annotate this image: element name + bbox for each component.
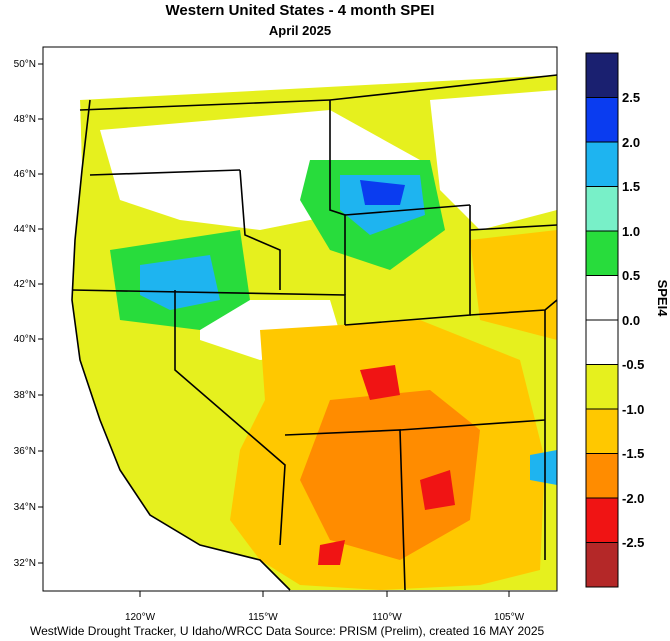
map-title: Western United States - 4 month SPEI xyxy=(165,2,435,19)
lat-label: 40°N xyxy=(14,334,36,345)
colorbar-label: -1.0 xyxy=(622,402,644,417)
pacific-ocean xyxy=(43,47,290,591)
lon-label: 120°W xyxy=(125,612,156,623)
lat-label: 44°N xyxy=(14,224,36,235)
colorbar-swatch xyxy=(586,53,618,98)
drought-extreme-1 xyxy=(360,365,400,400)
colorbar-label: 0.0 xyxy=(622,313,640,328)
colorbar-swatch xyxy=(586,186,618,231)
lon-axis: 120°W 115°W 110°W 105°W xyxy=(125,591,525,623)
colorbar-label: -2.0 xyxy=(622,491,644,506)
colorbar-label: 2.0 xyxy=(622,135,640,150)
lat-label: 38°N xyxy=(14,390,36,401)
colorbar-label: -1.5 xyxy=(622,446,644,461)
lon-label: 115°W xyxy=(248,612,278,623)
land-areas xyxy=(43,47,557,591)
colorbar-swatch xyxy=(586,97,618,142)
colorbar-swatch xyxy=(586,542,618,587)
lat-label: 34°N xyxy=(14,502,36,513)
colorbar-label: 1.5 xyxy=(622,179,640,194)
colorbar-swatch xyxy=(586,275,618,320)
data-credit: WestWide Drought Tracker, U Idaho/WRCC D… xyxy=(30,624,545,638)
colorbar-swatch xyxy=(586,498,618,543)
colorbar-swatch xyxy=(586,364,618,409)
colorbar-label: -2.5 xyxy=(622,535,644,550)
drought-extreme-3 xyxy=(318,540,345,565)
colorbar-swatch xyxy=(586,142,618,187)
lat-label: 36°N xyxy=(14,446,36,457)
colorbar-swatch xyxy=(586,453,618,498)
wet-wyoming-deep xyxy=(360,180,405,205)
near-normal-east xyxy=(430,90,557,230)
lat-label: 50°N xyxy=(14,59,36,70)
drought-extreme-2 xyxy=(420,470,455,510)
colorbar-swatch xyxy=(586,231,618,276)
colorbar-label: -0.5 xyxy=(622,357,644,372)
lat-label: 46°N xyxy=(14,169,36,180)
lon-label: 110°W xyxy=(372,612,402,623)
map-frame xyxy=(42,46,558,592)
state-borders xyxy=(71,74,558,591)
lat-axis: 50°N 48°N 46°N 44°N 42°N 40°N 38°N 36°N … xyxy=(14,59,43,569)
colorbar-label: 0.5 xyxy=(622,268,640,283)
colorbar-label: 1.0 xyxy=(622,224,640,239)
wet-oregon-core xyxy=(140,255,220,310)
colorbar-title: SPEI4 xyxy=(655,280,670,318)
lat-label: 48°N xyxy=(14,114,36,125)
wet-southeast xyxy=(530,450,557,485)
lat-label: 32°N xyxy=(14,558,36,569)
colorbar: 2.5 2.0 1.5 1.0 0.5 0.0 -0.5 -1.0 -1.5 -… xyxy=(585,52,670,588)
colorbar-swatch xyxy=(586,320,618,365)
drought-east-plains xyxy=(470,230,557,340)
lon-label: 105°W xyxy=(494,612,525,623)
lat-label: 42°N xyxy=(14,279,36,290)
colorbar-label: 2.5 xyxy=(622,90,640,105)
colorbar-swatch xyxy=(586,409,618,454)
map-subtitle: April 2025 xyxy=(268,23,332,38)
coastline xyxy=(71,99,291,591)
